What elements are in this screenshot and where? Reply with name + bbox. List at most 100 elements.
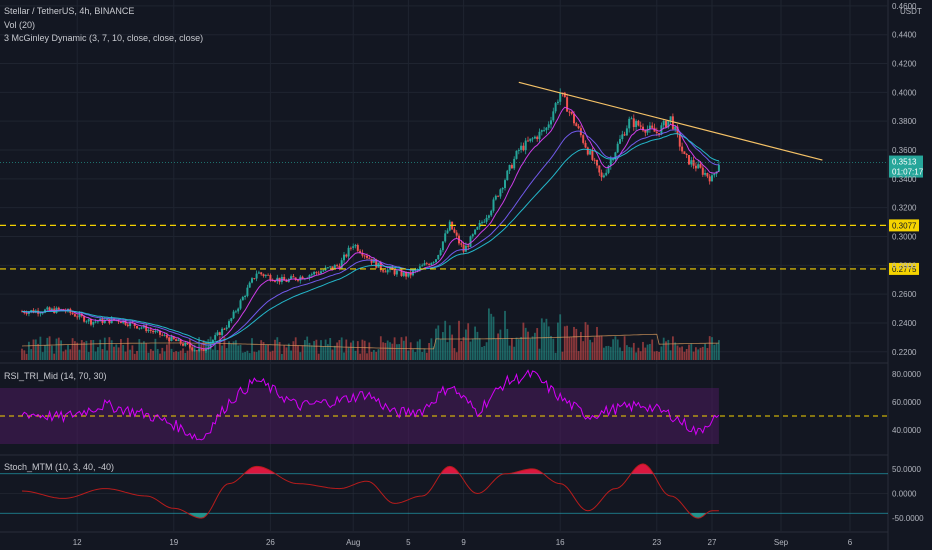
candle-body bbox=[145, 325, 148, 332]
volume-bar bbox=[451, 334, 453, 360]
candle-body bbox=[646, 129, 649, 133]
volume-bar bbox=[483, 345, 486, 360]
volume-bar bbox=[285, 347, 288, 360]
candle-body bbox=[612, 159, 615, 161]
candle-body bbox=[154, 330, 157, 333]
volume-bar bbox=[520, 336, 522, 360]
volume-bar bbox=[715, 343, 718, 360]
candle-body bbox=[616, 143, 619, 153]
candle-body bbox=[57, 307, 60, 310]
volume-bar bbox=[200, 343, 203, 360]
volume-bar bbox=[260, 340, 263, 360]
volume-bar bbox=[133, 353, 136, 360]
volume-bar bbox=[308, 342, 311, 360]
volume-bar bbox=[531, 336, 534, 360]
volume-bar bbox=[310, 345, 313, 360]
volume-bar bbox=[225, 348, 228, 360]
volume-bar bbox=[352, 340, 355, 360]
candle-body bbox=[554, 103, 557, 112]
candle-body bbox=[568, 111, 571, 113]
y-tick-label: 0.2200 bbox=[892, 348, 917, 357]
candle-body bbox=[359, 250, 362, 253]
volume-bar bbox=[660, 346, 663, 360]
volume-bar bbox=[101, 349, 104, 360]
trendline[interactable] bbox=[518, 81, 823, 161]
candle-body bbox=[527, 140, 529, 142]
volume-bar bbox=[630, 347, 633, 360]
candle-body bbox=[71, 312, 74, 315]
level-tag bbox=[889, 219, 919, 232]
candle-body bbox=[642, 126, 644, 131]
volume-bar bbox=[37, 343, 39, 360]
candle-body bbox=[517, 149, 520, 151]
x-tick-label: 12 bbox=[73, 538, 82, 547]
volume-bar bbox=[347, 347, 350, 360]
rsi-line bbox=[21, 369, 720, 441]
candle-body bbox=[430, 262, 433, 266]
level-tag-label: 0.3077 bbox=[892, 221, 917, 230]
candle-body bbox=[688, 155, 690, 165]
candle-body bbox=[623, 134, 626, 136]
volume-bar bbox=[398, 344, 401, 360]
candle-body bbox=[48, 307, 51, 311]
volume-bar bbox=[382, 342, 384, 360]
rsi-pane-label[interactable]: RSI_TRI_Mid (14, 70, 30) bbox=[4, 371, 107, 381]
volume-bar bbox=[28, 341, 30, 360]
volume-bar bbox=[44, 345, 46, 360]
volume-histogram bbox=[21, 308, 720, 360]
volume-bar bbox=[377, 349, 380, 360]
volume-bar bbox=[453, 348, 456, 360]
candle-body bbox=[662, 120, 665, 126]
candle-body bbox=[267, 274, 270, 276]
volume-bar bbox=[506, 328, 509, 360]
volume-bar bbox=[460, 341, 463, 360]
candle-body bbox=[165, 334, 168, 338]
volume-bar bbox=[161, 347, 164, 360]
volume-bar bbox=[469, 341, 472, 360]
candle-body bbox=[605, 172, 608, 176]
mcginley-indicator-label[interactable]: 3 McGinley Dynamic (3, 7, 10, close, clo… bbox=[4, 33, 204, 43]
volume-bar bbox=[103, 337, 106, 360]
volume-bar bbox=[67, 344, 69, 360]
candle-body bbox=[644, 130, 647, 133]
candle-body bbox=[559, 92, 562, 102]
candle-body bbox=[198, 349, 201, 351]
volume-bar bbox=[646, 344, 649, 360]
volume-bar bbox=[327, 344, 329, 360]
candle-body bbox=[191, 347, 194, 351]
volume-bar bbox=[428, 343, 430, 360]
chart-title[interactable]: Stellar / TetherUS, 4h, BINANCE bbox=[4, 6, 135, 16]
volume-bar bbox=[113, 346, 115, 360]
volume-bar bbox=[446, 342, 449, 360]
volume-bar bbox=[580, 331, 582, 360]
candle-body bbox=[241, 297, 244, 301]
candle-body bbox=[368, 257, 371, 259]
volume-bar bbox=[718, 340, 720, 360]
volume-bar bbox=[407, 350, 410, 360]
rsi-pane bbox=[0, 369, 888, 444]
candle-body bbox=[506, 170, 509, 181]
volume-bar bbox=[25, 353, 28, 360]
x-tick-label: 19 bbox=[169, 538, 178, 547]
candle-body bbox=[179, 339, 182, 344]
candle-body bbox=[717, 164, 720, 172]
candle-body bbox=[246, 287, 249, 296]
volume-indicator-label[interactable]: Vol (20) bbox=[4, 20, 36, 30]
candle-body bbox=[522, 145, 525, 151]
stoch-pane-label[interactable]: Stoch_MTM (10, 3, 40, -40) bbox=[4, 462, 115, 472]
rsi-tick-label: 40.0000 bbox=[892, 426, 921, 435]
candle-body bbox=[648, 125, 651, 130]
volume-bar bbox=[616, 339, 619, 360]
candle-body bbox=[228, 321, 230, 328]
volume-bar bbox=[163, 351, 166, 360]
candle-body bbox=[632, 118, 635, 128]
volume-bar bbox=[48, 336, 51, 360]
volume-bar bbox=[228, 341, 230, 360]
currency-label: USDT bbox=[900, 7, 922, 16]
volume-bar bbox=[304, 340, 306, 360]
volume-bar bbox=[474, 326, 476, 360]
volume-bar bbox=[221, 345, 223, 360]
volume-bar bbox=[416, 341, 419, 360]
volume-bar bbox=[467, 323, 470, 360]
